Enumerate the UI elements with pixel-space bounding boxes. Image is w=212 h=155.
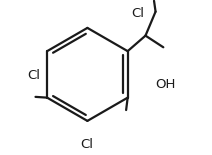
Text: Cl: Cl [27, 69, 40, 82]
Text: Cl: Cl [80, 138, 93, 151]
Text: OH: OH [155, 78, 176, 91]
Text: Cl: Cl [131, 7, 144, 20]
